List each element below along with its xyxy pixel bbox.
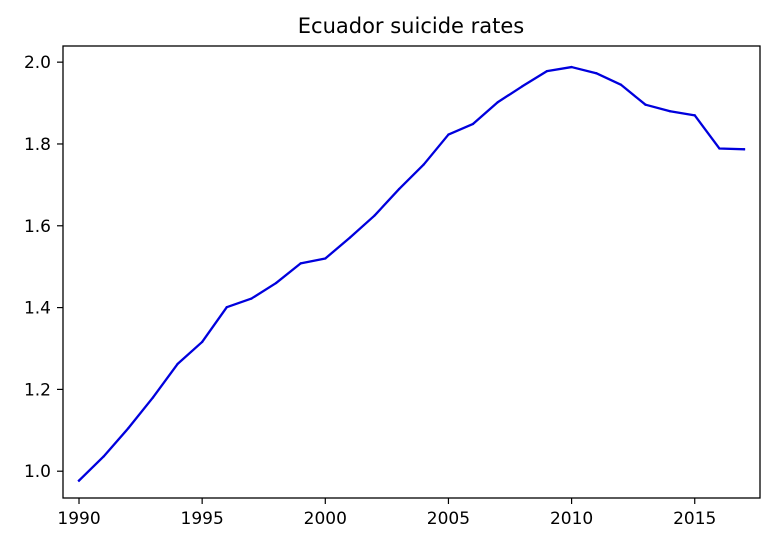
data-point	[619, 83, 622, 86]
y-axis: 1.0 1.2 1.4 1.6 1.8 2.0	[24, 53, 63, 482]
data-point	[176, 362, 179, 366]
y-tick-label: 2.0	[24, 53, 51, 73]
x-tick-label: 2000	[304, 509, 347, 529]
data-point	[250, 297, 253, 300]
series-line	[77, 65, 746, 483]
data-point	[668, 110, 672, 113]
data-point	[299, 262, 302, 265]
data-point	[225, 306, 228, 309]
chart-title: Ecuador suicide rates	[298, 14, 524, 38]
data-point	[521, 85, 524, 88]
x-tick-label: 1990	[57, 509, 100, 529]
plot-area	[77, 65, 746, 483]
data-point	[545, 70, 549, 73]
data-point	[77, 479, 81, 482]
x-tick-label: 2015	[673, 509, 716, 529]
data-point	[127, 427, 130, 430]
data-point	[274, 281, 278, 285]
data-point	[102, 455, 105, 458]
data-point	[496, 101, 499, 104]
data-point	[373, 214, 376, 217]
data-point	[693, 114, 696, 117]
x-tick-label: 2010	[550, 509, 593, 529]
data-point	[718, 147, 721, 150]
data-point	[348, 236, 352, 239]
y-tick-label: 1.4	[24, 299, 51, 319]
data-point	[447, 133, 450, 136]
axes-frame	[62, 45, 761, 499]
y-tick-label: 1.2	[24, 380, 51, 400]
data-point	[471, 122, 475, 126]
data-point	[151, 396, 155, 399]
data-point	[742, 148, 746, 151]
data-point	[570, 65, 573, 69]
y-tick-label: 1.6	[24, 217, 51, 237]
data-point	[422, 163, 425, 166]
x-axis: 1990 1995 2000 2005 2010 2015	[57, 498, 716, 529]
x-tick-label: 2005	[427, 509, 470, 529]
data-point	[595, 72, 598, 75]
y-tick-label: 1.0	[24, 462, 51, 482]
y-tick-label: 1.8	[24, 135, 51, 155]
data-point	[398, 187, 401, 191]
data-point	[324, 257, 327, 260]
x-tick-label: 1995	[181, 509, 224, 529]
data-point	[644, 103, 647, 106]
data-point	[201, 340, 204, 344]
